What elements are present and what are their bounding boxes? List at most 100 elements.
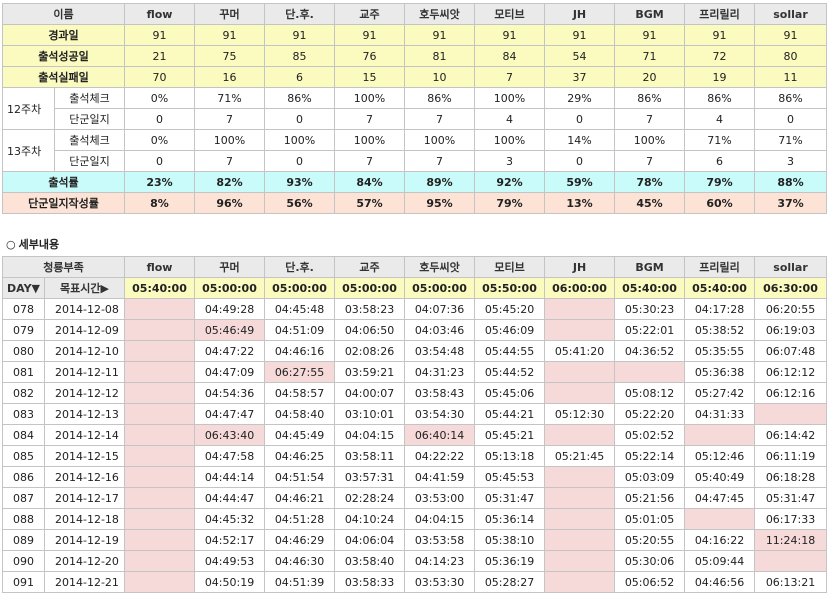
time-cell: 04:06:04: [334, 529, 406, 551]
missed-time-cell: 06:27:55: [264, 361, 336, 383]
day-number: 078: [2, 298, 45, 320]
time-cell: 04:46:29: [264, 529, 336, 551]
time-cell: 03:10:01: [334, 403, 406, 425]
time-cell: 03:57:31: [334, 466, 406, 488]
time-cell: 04:49:53: [194, 550, 266, 572]
section-title: ○ 세부내용: [6, 236, 59, 252]
missed-time-cell: [544, 424, 616, 446]
table-row: 089 2014-12-19 04:52:17 04:46:29 04:06:04 03:…: [2, 529, 828, 551]
date: 2014-12-15: [43, 445, 126, 467]
missed-time-cell: 11:24:18: [754, 529, 828, 551]
time-cell: 05:45:06: [474, 382, 546, 404]
table-row: 078 2014-12-08 04:49:28 04:45:48 03:58:23 04:…: [2, 298, 828, 320]
time-cell: 04:46:56: [684, 571, 756, 593]
summary-value: 84%: [334, 171, 405, 193]
date: 2014-12-10: [43, 340, 126, 362]
time-cell: 05:45:53: [474, 466, 546, 488]
missed-time-cell: 05:46:49: [194, 319, 266, 341]
summary-value: 96%: [194, 192, 265, 214]
detail-header-row: 청룡부족 flow 꾸머 단.후. 교주 호두씨앗 모티브 JH BGM 프리릴리 sollar: [1, 256, 828, 278]
time-cell: 04:06:50: [334, 319, 406, 341]
target-time-value: 05:00:00: [264, 277, 336, 299]
table-row: 082 2014-12-12 04:54:36 04:58:57 04:00:07 03:…: [2, 382, 828, 404]
summary-value: 84: [474, 45, 545, 67]
summary-value: 91: [264, 24, 335, 46]
time-cell: 04:46:25: [264, 445, 336, 467]
time-cell: 04:50:19: [194, 571, 266, 593]
summary-value: 60%: [684, 192, 755, 214]
date: 2014-12-16: [43, 466, 126, 488]
time-cell: 03:54:30: [404, 403, 476, 425]
member-header: flow: [124, 3, 195, 25]
summary-value: 56%: [264, 192, 335, 214]
missed-time-cell: [684, 424, 756, 446]
day-sort-header: DAY▼: [2, 277, 45, 299]
missed-time-cell: [124, 529, 196, 551]
missed-time-cell: [544, 298, 616, 320]
member-header: JH: [544, 3, 615, 25]
time-cell: 05:45:20: [474, 298, 546, 320]
time-cell: 06:14:42: [754, 424, 828, 446]
time-cell: 04:46:30: [264, 550, 336, 572]
missed-time-cell: [544, 487, 616, 509]
time-cell: 04:58:57: [264, 382, 336, 404]
day-number: 083: [2, 403, 45, 425]
missed-time-cell: 06:43:40: [194, 424, 266, 446]
member-header: 단.후.: [264, 3, 335, 25]
missed-time-cell: [124, 424, 196, 446]
missed-time-cell: [124, 382, 196, 404]
diary-value: 0: [754, 108, 827, 130]
missed-time-cell: [544, 466, 616, 488]
day-number: 087: [2, 487, 45, 509]
diary_rate-label: 단군일지작성률: [2, 192, 125, 214]
check-value: 100%: [334, 87, 405, 109]
success-label: 출석성공일: [2, 45, 125, 67]
diary-value: 7: [334, 150, 405, 172]
diary-value: 0: [264, 150, 335, 172]
date: 2014-12-09: [43, 319, 126, 341]
time-cell: 05:08:12: [614, 382, 686, 404]
member-header: 호두씨앗: [404, 256, 476, 278]
member-header: sollar: [754, 3, 827, 25]
missed-time-cell: [614, 361, 686, 383]
day-number: 088: [2, 508, 45, 530]
time-cell: 03:58:11: [334, 445, 406, 467]
table-row: 079 2014-12-09 05:46:49 04:51:09 04:06:50 04:…: [2, 319, 828, 341]
time-cell: 03:53:30: [404, 571, 476, 593]
summary-value: 11: [754, 66, 827, 88]
missed-time-cell: [544, 529, 616, 551]
time-cell: 05:27:42: [684, 382, 756, 404]
time-cell: 04:47:09: [194, 361, 266, 383]
check-value: 71%: [684, 129, 755, 151]
time-cell: 05:06:52: [614, 571, 686, 593]
check-value: 100%: [474, 87, 545, 109]
summary-value: 72: [684, 45, 755, 67]
time-cell: 03:59:21: [334, 361, 406, 383]
summary-value: 20: [614, 66, 685, 88]
time-cell: 04:44:14: [194, 466, 266, 488]
missed-time-cell: [544, 382, 616, 404]
day-number: 091: [2, 571, 45, 593]
check-value: 100%: [474, 129, 545, 151]
day-number: 090: [2, 550, 45, 572]
table-row: 080 2014-12-10 04:47:22 04:46:16 02:08:26 03:…: [2, 340, 828, 362]
check-value: 100%: [264, 129, 335, 151]
time-cell: 05:35:55: [684, 340, 756, 362]
missed-time-cell: [754, 403, 828, 425]
date: 2014-12-14: [43, 424, 126, 446]
missed-time-cell: [124, 319, 196, 341]
table-row: 083 2014-12-13 04:47:47 04:58:40 03:10:01 03:…: [2, 403, 828, 425]
time-cell: 05:01:05: [614, 508, 686, 530]
time-cell: 02:08:26: [334, 340, 406, 362]
check-value: 14%: [544, 129, 615, 151]
time-cell: 05:40:49: [684, 466, 756, 488]
time-cell: 05:36:14: [474, 508, 546, 530]
time-cell: 02:28:24: [334, 487, 406, 509]
missed-time-cell: [124, 361, 196, 383]
target-time-value: 06:00:00: [544, 277, 616, 299]
summary-value: 91: [614, 24, 685, 46]
time-cell: 04:00:07: [334, 382, 406, 404]
diary-value: 7: [404, 108, 475, 130]
missed-time-cell: [124, 403, 196, 425]
summary-value: 93%: [264, 171, 335, 193]
